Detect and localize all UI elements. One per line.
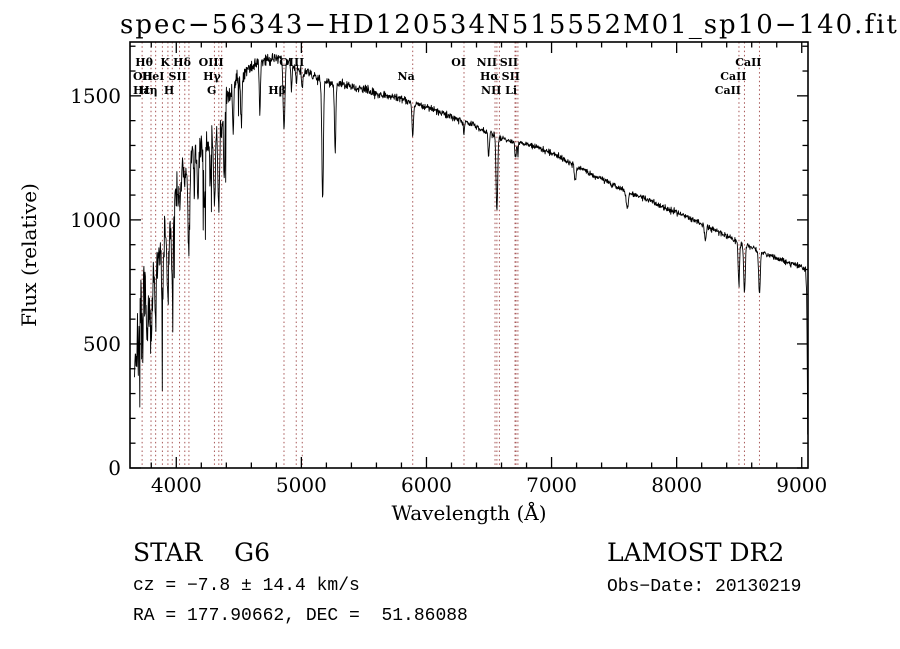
svg-text:OI: OI (451, 56, 466, 69)
spectrum-trace (134, 52, 809, 435)
svg-text:7000: 7000 (526, 473, 577, 497)
svg-text:NII: NII (477, 56, 497, 69)
survey-label: LAMOST DR2 (607, 538, 785, 567)
coordinates-text: RA = 177.90662, DEC = 51.86088 (133, 606, 468, 626)
svg-text:Hγ: Hγ (203, 70, 221, 83)
svg-text:SII: SII (169, 70, 187, 83)
svg-text:K: K (160, 56, 170, 69)
svg-text:CaII: CaII (720, 70, 746, 83)
svg-text:6000: 6000 (401, 473, 452, 497)
svg-text:G: G (207, 84, 216, 97)
radial-velocity-text: cz = −7.8 ± 14.4 km/s (133, 576, 360, 596)
svg-text:Li: Li (505, 84, 517, 97)
svg-text:CaII: CaII (735, 56, 761, 69)
svg-text:0: 0 (108, 456, 121, 480)
svg-text:Na: Na (398, 70, 415, 83)
obs-date-text: Obs−Date: 20130219 (607, 577, 802, 597)
plot-box (129, 41, 809, 469)
spectral-line-markers (141, 42, 760, 468)
svg-text:Hε: Hε (133, 84, 150, 97)
svg-text:1000: 1000 (70, 208, 121, 232)
svg-text:NII: NII (481, 84, 501, 97)
svg-text:Hα: Hα (480, 70, 499, 83)
svg-text:9000: 9000 (776, 473, 827, 497)
svg-text:HeI: HeI (142, 70, 165, 83)
svg-text:Hθ: Hθ (135, 56, 153, 69)
page-title: spec−56343−HD120534N515552M01_sp10−140.f… (120, 10, 900, 40)
x-axis-title: Wavelength (Å) (391, 501, 547, 525)
svg-text:Hβ: Hβ (268, 84, 286, 97)
svg-text:5000: 5000 (276, 473, 327, 497)
svg-text:OII: OII (133, 70, 153, 83)
svg-text:Hδ: Hδ (173, 56, 191, 69)
y-axis-title: Flux (relative) (17, 183, 41, 327)
svg-text:1500: 1500 (70, 84, 121, 108)
svg-text:OIII: OIII (199, 56, 224, 69)
svg-text:OIII: OIII (279, 56, 304, 69)
svg-text:Hη: Hη (139, 84, 157, 97)
svg-text:4000: 4000 (151, 473, 202, 497)
object-classification: STAR G6 (133, 538, 270, 567)
svg-text:H: H (164, 84, 174, 97)
svg-text:SII: SII (502, 70, 520, 83)
svg-text:8000: 8000 (651, 473, 702, 497)
svg-text:500: 500 (83, 332, 121, 356)
svg-text:CaII: CaII (715, 84, 741, 97)
svg-text:SII: SII (500, 56, 518, 69)
axis-ticks (130, 42, 808, 469)
tick-labels: 4000 5000 6000 7000 8000 9000 0 500 1000 1500 (70, 84, 827, 497)
